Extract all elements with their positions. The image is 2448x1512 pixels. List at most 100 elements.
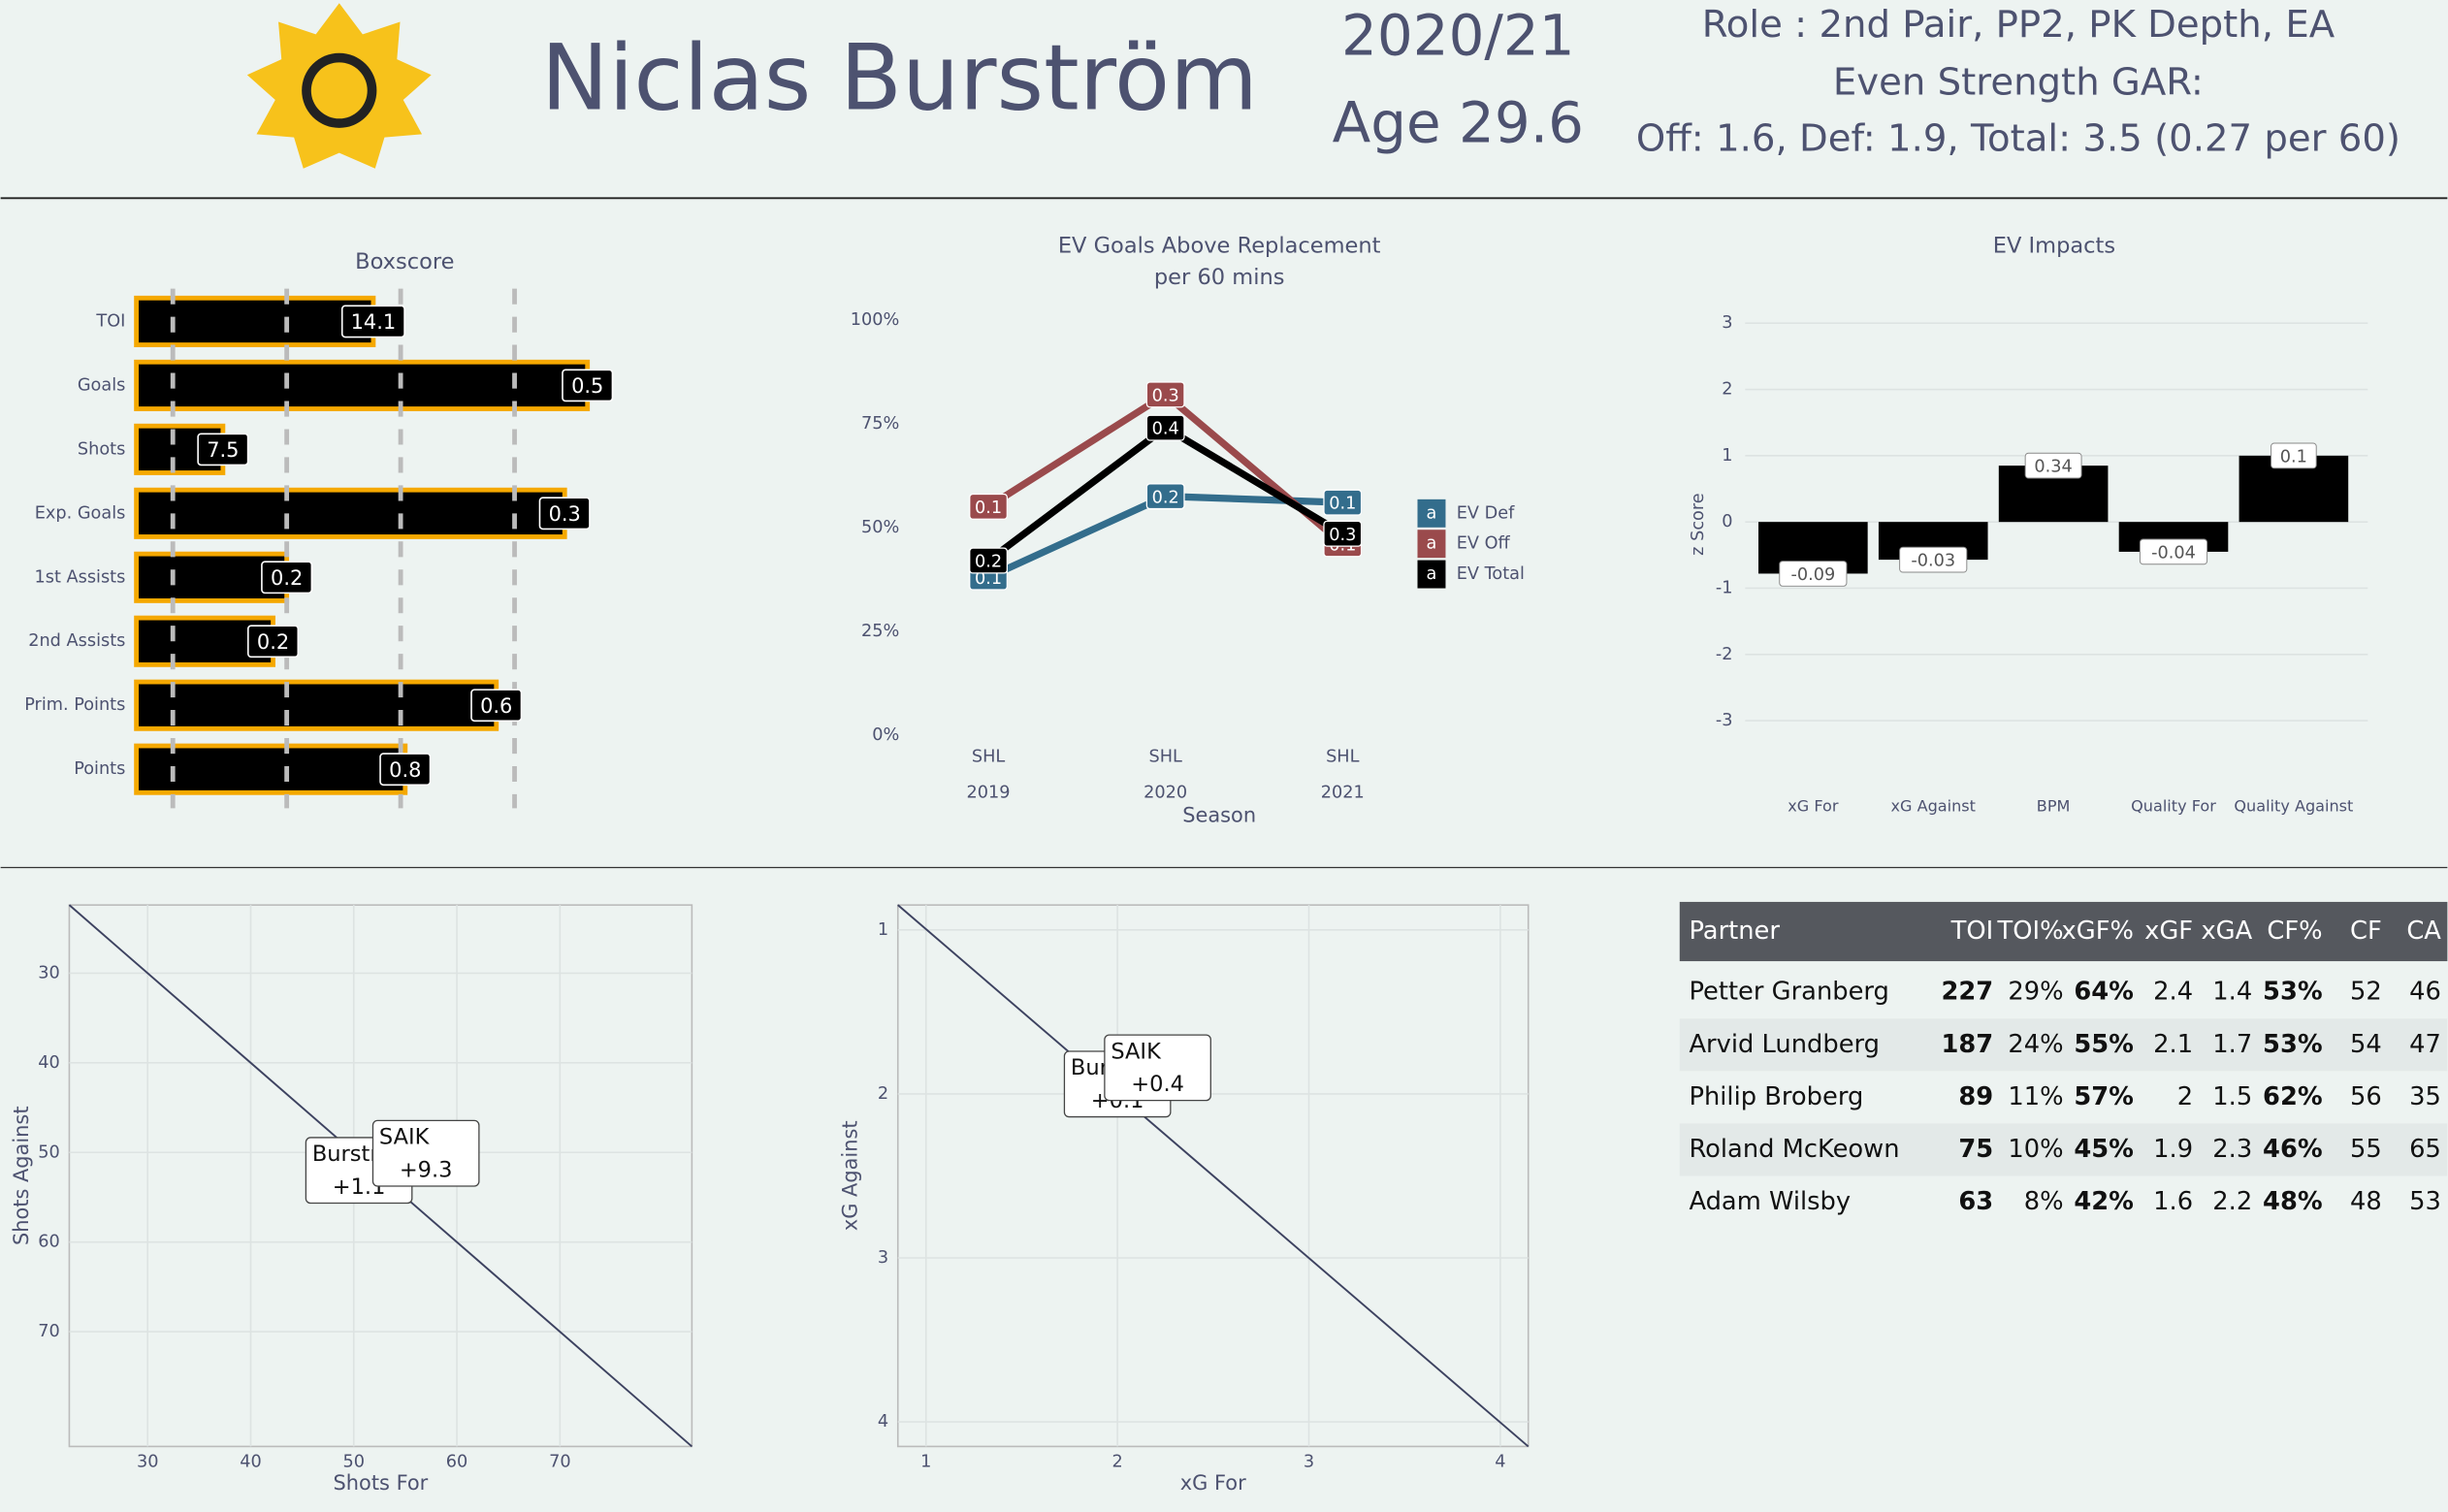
point-diff: +0.4: [1131, 1072, 1184, 1097]
table-cell: 24%: [2008, 1030, 2063, 1059]
value-label-box: [562, 369, 614, 402]
value-label: 0.1: [2280, 447, 2307, 466]
table-header: TOI: [1950, 917, 1994, 946]
y-tick-label: 50%: [861, 518, 899, 537]
category-label: Points: [74, 759, 125, 779]
value-label: 0.8: [389, 758, 421, 782]
table-cell: 56: [2350, 1082, 2382, 1111]
value-label-box: [340, 305, 405, 338]
bar: [134, 743, 408, 795]
value-label-box: [2271, 442, 2317, 469]
value-label-box: [197, 433, 249, 466]
x-tick-label: 30: [137, 1453, 159, 1472]
table-header: CF%: [2267, 917, 2322, 946]
table-cell: 2.3: [2212, 1135, 2252, 1164]
legend-label: EV Total: [1457, 564, 1525, 584]
x-tick-label: 70: [549, 1453, 571, 1472]
role: Role : 2nd Pair, PP2, PK Depth, EA: [1702, 3, 2335, 47]
y-axis-title: Shots Against: [10, 1106, 33, 1245]
y-tick-label: 75%: [861, 414, 899, 434]
logo-inner: [310, 62, 368, 119]
x-tick-label: 4: [1495, 1453, 1505, 1472]
player-name: Niclas Burström: [541, 25, 1258, 131]
x-tick-label: 50: [343, 1453, 366, 1472]
point-label-box: [371, 1119, 480, 1187]
table-cell: Roland McKeown: [1689, 1135, 1899, 1164]
x-tick-label: Quality For: [2131, 796, 2216, 815]
table-row-bg: [1679, 1018, 2448, 1072]
table-cell: 1.9: [2153, 1135, 2193, 1164]
value-label: -0.03: [1911, 552, 1955, 571]
y-tick-label: 25%: [861, 622, 899, 641]
y-tick-label: -3: [1716, 711, 1733, 730]
value-label-box: [538, 497, 591, 531]
table-cell: 62%: [2263, 1082, 2323, 1111]
y-tick-label: 4: [878, 1412, 888, 1432]
chart-title: EV Goals Above Replacement: [1058, 234, 1381, 259]
table-cell: 1.4: [2212, 978, 2252, 1007]
value-label: 0.1: [1329, 495, 1356, 514]
value-label-box: [2024, 452, 2082, 479]
x-tick-label: 1: [920, 1453, 931, 1472]
x-tick-label: xG For: [1788, 796, 1839, 815]
y-tick-label: 30: [38, 963, 60, 982]
chart-title: Boxscore: [355, 249, 454, 274]
age: Age 29.6: [1333, 89, 1584, 155]
category-label: Shots: [78, 439, 125, 459]
y-tick-label: -1: [1716, 578, 1733, 597]
gar: Off: 1.6, Def: 1.9, Total: 3.5 (0.27 per…: [1636, 116, 2400, 160]
bar: [134, 487, 567, 539]
value-label: 0.3: [1152, 386, 1179, 405]
legend-key: a: [1427, 534, 1437, 554]
value-label: 0.1: [975, 569, 1002, 589]
value-label: 0.3: [549, 502, 581, 526]
point-label-box: [1104, 1034, 1211, 1102]
legend-key: a: [1427, 564, 1437, 584]
season: 2020/21: [1341, 2, 1575, 68]
legend-swatch: [1417, 530, 1446, 559]
value-label-box: [1145, 381, 1185, 408]
value-label-box: [1899, 546, 1968, 573]
table-cell: Philip Broberg: [1689, 1082, 1863, 1111]
table-cell: 53: [2409, 1187, 2441, 1216]
x-tick-label: 2020: [1143, 783, 1187, 802]
point-name: SAIK: [379, 1125, 431, 1150]
value-label: 0.2: [271, 566, 303, 590]
table-cell: 46%: [2263, 1135, 2323, 1164]
bar: [134, 679, 499, 731]
y-tick-label: 100%: [851, 310, 900, 330]
table-cell: 48: [2350, 1187, 2382, 1216]
table-cell: 52: [2350, 978, 2382, 1007]
x-axis-title: Shots For: [334, 1471, 429, 1495]
y-axis-title: xG Against: [838, 1120, 861, 1231]
y-tick-label: 3: [878, 1248, 888, 1268]
logo: [246, 3, 432, 169]
value-label: 0.4: [1152, 420, 1179, 439]
table-header: TOI%: [1997, 917, 2064, 946]
y-tick-label: 70: [38, 1322, 60, 1341]
table-cell: Petter Granberg: [1689, 978, 1888, 1007]
y-tick-label: 60: [38, 1233, 60, 1252]
value-label-box: [969, 493, 1009, 520]
category-label: Goals: [78, 375, 126, 395]
x-tick-label: BPM: [2037, 796, 2071, 815]
table-cell: 187: [1941, 1030, 1993, 1059]
y-axis-title: z Score: [1689, 493, 1708, 555]
category-label: 2nd Assists: [28, 631, 125, 651]
table-cell: 75: [1958, 1135, 1993, 1164]
table-cell: 63: [1958, 1187, 1993, 1216]
table-cell: 57%: [2074, 1082, 2134, 1111]
value-label: 0.3: [1329, 526, 1356, 545]
y-tick-label: 40: [38, 1053, 60, 1073]
value-label-box: [247, 625, 300, 659]
value-label-box: [1145, 414, 1185, 441]
x-tick-label: 2: [1112, 1453, 1123, 1472]
y-tick-label: 0%: [872, 725, 899, 745]
x-tick-label: xG Against: [1890, 796, 1975, 815]
value-label: 14.1: [351, 310, 397, 334]
y-tick-label: 3: [1722, 313, 1732, 333]
x-axis-title: xG For: [1180, 1471, 1246, 1495]
table-cell: Adam Wilsby: [1689, 1187, 1851, 1216]
point-name: SAIK: [1111, 1039, 1162, 1064]
